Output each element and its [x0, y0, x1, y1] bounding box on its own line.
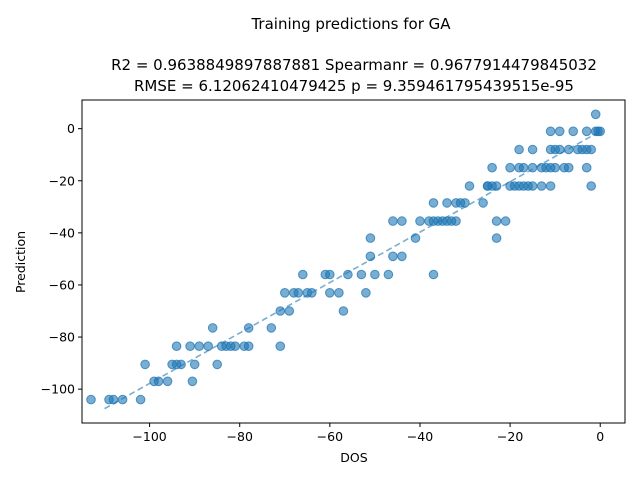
- data-point: [554, 144, 565, 155]
- chart-subtitle-line-2: RMSE = 6.12062410479425 p = 9.3594617954…: [134, 77, 574, 95]
- x-axis-label: DOS: [340, 450, 367, 465]
- data-point: [527, 162, 538, 173]
- y-axis: −100 −80 −60 −40 −20 0: [41, 121, 82, 397]
- data-point: [325, 288, 335, 298]
- data-point: [108, 394, 119, 405]
- y-tick-label: −80: [49, 330, 75, 345]
- data-point: [383, 269, 394, 280]
- data-point: [545, 181, 556, 191]
- data-point: [243, 323, 254, 333]
- data-point: [536, 181, 547, 191]
- data-point: [140, 359, 150, 370]
- data-point: [595, 126, 606, 137]
- data-point: [415, 216, 425, 226]
- y-tick-label: −60: [49, 277, 75, 292]
- data-point: [397, 251, 407, 262]
- data-point: [325, 269, 335, 280]
- x-tick-label: 0: [596, 429, 604, 444]
- data-point: [428, 198, 439, 208]
- data-point: [187, 376, 198, 387]
- data-point: [514, 144, 524, 155]
- data-point: [527, 144, 538, 155]
- data-point: [442, 198, 452, 208]
- data-point: [86, 394, 96, 405]
- plot-area: [86, 109, 606, 410]
- data-point: [545, 126, 556, 137]
- data-point: [356, 269, 367, 280]
- data-point: [397, 216, 407, 226]
- data-point: [550, 162, 561, 173]
- data-point: [343, 269, 353, 280]
- data-point: [491, 216, 502, 226]
- data-point: [207, 323, 218, 333]
- data-point: [365, 251, 376, 262]
- data-point: [203, 341, 213, 352]
- data-point: [518, 162, 529, 173]
- data-point: [478, 198, 488, 208]
- data-point: [171, 341, 182, 352]
- data-point: [428, 269, 439, 280]
- data-point: [590, 109, 601, 120]
- data-point: [491, 181, 502, 191]
- data-point: [230, 341, 240, 352]
- data-point: [361, 288, 371, 298]
- data-point: [176, 359, 186, 370]
- data-point: [451, 216, 461, 226]
- data-point: [388, 251, 398, 262]
- data-point: [500, 216, 511, 226]
- data-point: [275, 341, 286, 352]
- data-point: [554, 126, 565, 137]
- data-point: [365, 233, 376, 243]
- x-tick-label: −20: [497, 429, 523, 444]
- data-point: [307, 288, 317, 298]
- data-point: [334, 288, 344, 298]
- y-tick-label: −40: [49, 225, 75, 240]
- x-axis: −100 −80 −60 −40 −20 0: [132, 423, 604, 444]
- data-point: [370, 269, 380, 280]
- data-point: [298, 269, 308, 280]
- data-point: [527, 181, 538, 191]
- data-point: [581, 126, 592, 137]
- data-point: [563, 144, 574, 155]
- data-point: [135, 394, 146, 405]
- data-point: [464, 181, 475, 191]
- data-point: [563, 162, 574, 173]
- data-point: [117, 394, 128, 405]
- x-tick-label: −40: [407, 429, 433, 444]
- data-point: [153, 376, 164, 387]
- data-point: [162, 376, 173, 387]
- x-tick-label: −100: [132, 429, 166, 444]
- x-tick-label: −80: [227, 429, 253, 444]
- data-point: [243, 341, 254, 352]
- data-point: [280, 288, 290, 298]
- data-point: [293, 288, 304, 298]
- y-tick-label: −100: [41, 382, 75, 397]
- data-point: [586, 181, 597, 191]
- data-point: [388, 216, 398, 226]
- data-point: [275, 306, 286, 316]
- data-point: [194, 341, 204, 352]
- y-tick-label: −20: [49, 173, 75, 188]
- data-point: [338, 306, 349, 316]
- data-point: [491, 233, 502, 243]
- data-point: [586, 144, 597, 155]
- data-point: [487, 162, 497, 173]
- data-point: [185, 341, 195, 352]
- data-point: [505, 162, 515, 173]
- data-point: [284, 306, 295, 316]
- data-point: [212, 359, 222, 370]
- chart-title: Training predictions for GA: [250, 15, 451, 33]
- x-tick-label: −60: [317, 429, 343, 444]
- data-point: [189, 359, 200, 370]
- data-point: [266, 323, 277, 333]
- chart-subtitle-line-1: R2 = 0.9638849897887881 Spearmanr = 0.96…: [111, 56, 597, 74]
- data-point: [410, 233, 421, 243]
- y-axis-label: Prediction: [13, 231, 28, 293]
- data-point: [581, 162, 592, 173]
- data-point: [568, 126, 579, 137]
- y-tick-label: 0: [67, 121, 75, 136]
- data-point: [460, 198, 470, 208]
- plot-frame: [81, 99, 626, 424]
